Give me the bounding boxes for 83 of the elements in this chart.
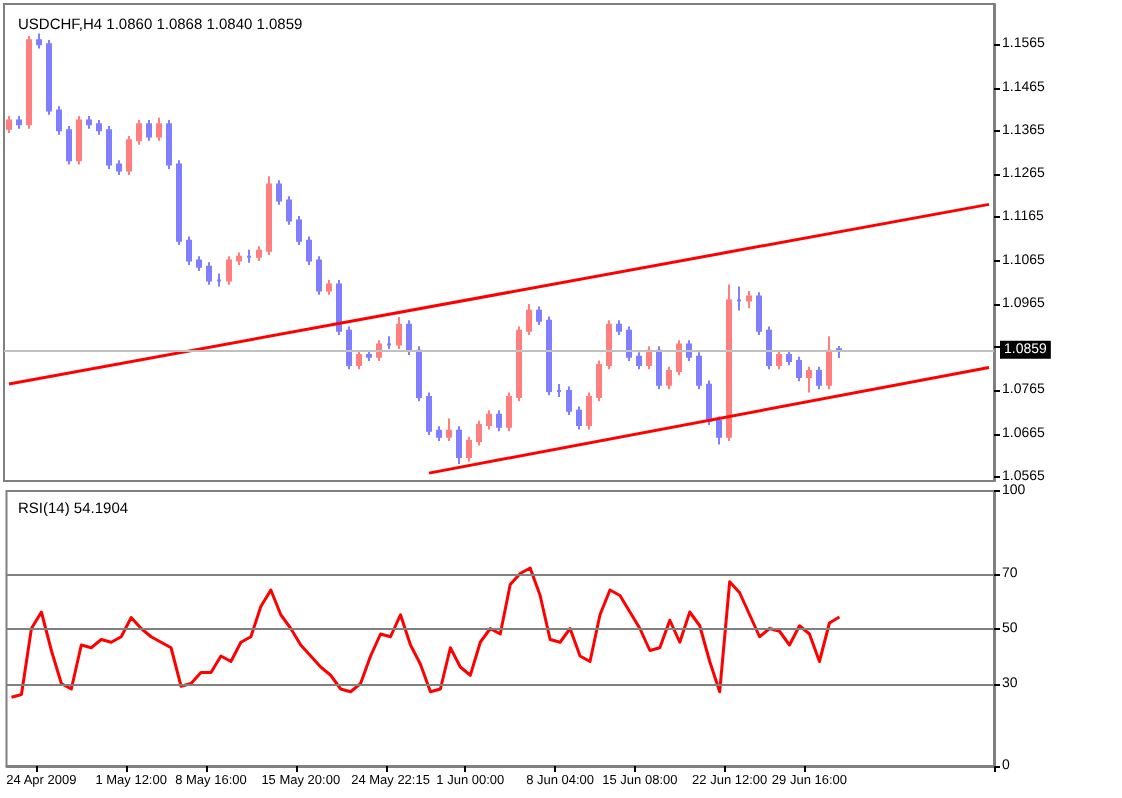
candlestick — [586, 391, 592, 431]
candlestick — [16, 115, 22, 130]
candlestick — [206, 261, 212, 286]
candlestick — [516, 325, 522, 403]
candlestick — [716, 415, 722, 446]
candlestick — [756, 291, 762, 337]
candlestick — [146, 118, 152, 142]
candlestick — [836, 344, 842, 359]
candlestick — [196, 255, 202, 273]
candlestick — [286, 195, 292, 226]
candlestick — [266, 175, 272, 256]
candlestick — [676, 339, 682, 377]
candlestick — [786, 349, 792, 367]
candlestick — [386, 335, 392, 350]
candlestick — [6, 115, 12, 134]
candlestick — [76, 115, 82, 166]
candlestick — [236, 251, 242, 266]
candlestick — [566, 385, 572, 417]
candlestick — [446, 417, 452, 443]
candlestick — [226, 255, 232, 286]
candlestick — [26, 35, 32, 130]
candlestick — [576, 405, 582, 431]
candlestick — [496, 409, 502, 433]
candlestick — [36, 32, 42, 50]
candlestick — [636, 351, 642, 371]
candlestick — [466, 435, 472, 463]
candlestick — [616, 319, 622, 337]
candlestick — [626, 325, 632, 363]
candlestick — [766, 325, 772, 371]
candlestick — [656, 345, 662, 391]
candlestick — [526, 302, 532, 337]
candlestick — [666, 365, 672, 391]
candlestick — [86, 115, 92, 130]
candlestick — [706, 379, 712, 427]
candlestick — [436, 425, 442, 443]
candlestick — [596, 359, 602, 403]
candlestick — [126, 134, 132, 176]
candlestick — [416, 345, 422, 403]
candlestick — [426, 391, 432, 437]
candlestick — [356, 349, 362, 371]
candlestick — [816, 365, 822, 391]
candlestick — [546, 315, 552, 397]
candlestick — [96, 118, 102, 136]
candlestick — [646, 345, 652, 371]
candlestick — [176, 159, 182, 247]
candlestick — [736, 285, 742, 312]
candlestick — [746, 289, 752, 310]
candlestick — [556, 382, 562, 398]
candlestick — [366, 349, 372, 363]
line-series — [9, 566, 841, 699]
candlestick — [406, 319, 412, 356]
candlestick — [476, 419, 482, 447]
candlestick — [186, 235, 192, 266]
candlestick — [806, 365, 812, 394]
candlestick — [776, 349, 782, 371]
candlestick — [796, 355, 802, 383]
candlestick — [56, 105, 62, 136]
candlestick — [726, 283, 732, 443]
candlestick — [306, 235, 312, 266]
candlestick — [336, 279, 342, 337]
candlestick — [696, 351, 702, 391]
candlestick — [116, 159, 122, 176]
candlestick — [456, 425, 462, 466]
candlestick — [606, 319, 612, 371]
candlestick — [66, 125, 72, 166]
candlestick — [316, 255, 322, 296]
candlestick — [346, 325, 352, 371]
candlestick — [276, 179, 282, 206]
candlestick — [246, 248, 252, 264]
candlestick — [136, 118, 142, 146]
candlestick — [296, 215, 302, 247]
candlestick — [326, 279, 332, 296]
candlestick — [166, 118, 172, 170]
candlestick — [396, 315, 402, 350]
candlestick — [156, 116, 162, 142]
candlestick — [256, 245, 262, 263]
candlestick — [826, 335, 832, 391]
candlestick — [216, 272, 222, 288]
candlestick — [486, 409, 492, 431]
candlestick — [106, 125, 112, 170]
candlestick — [506, 391, 512, 433]
candlestick — [46, 38, 52, 116]
candlestick — [536, 305, 542, 327]
